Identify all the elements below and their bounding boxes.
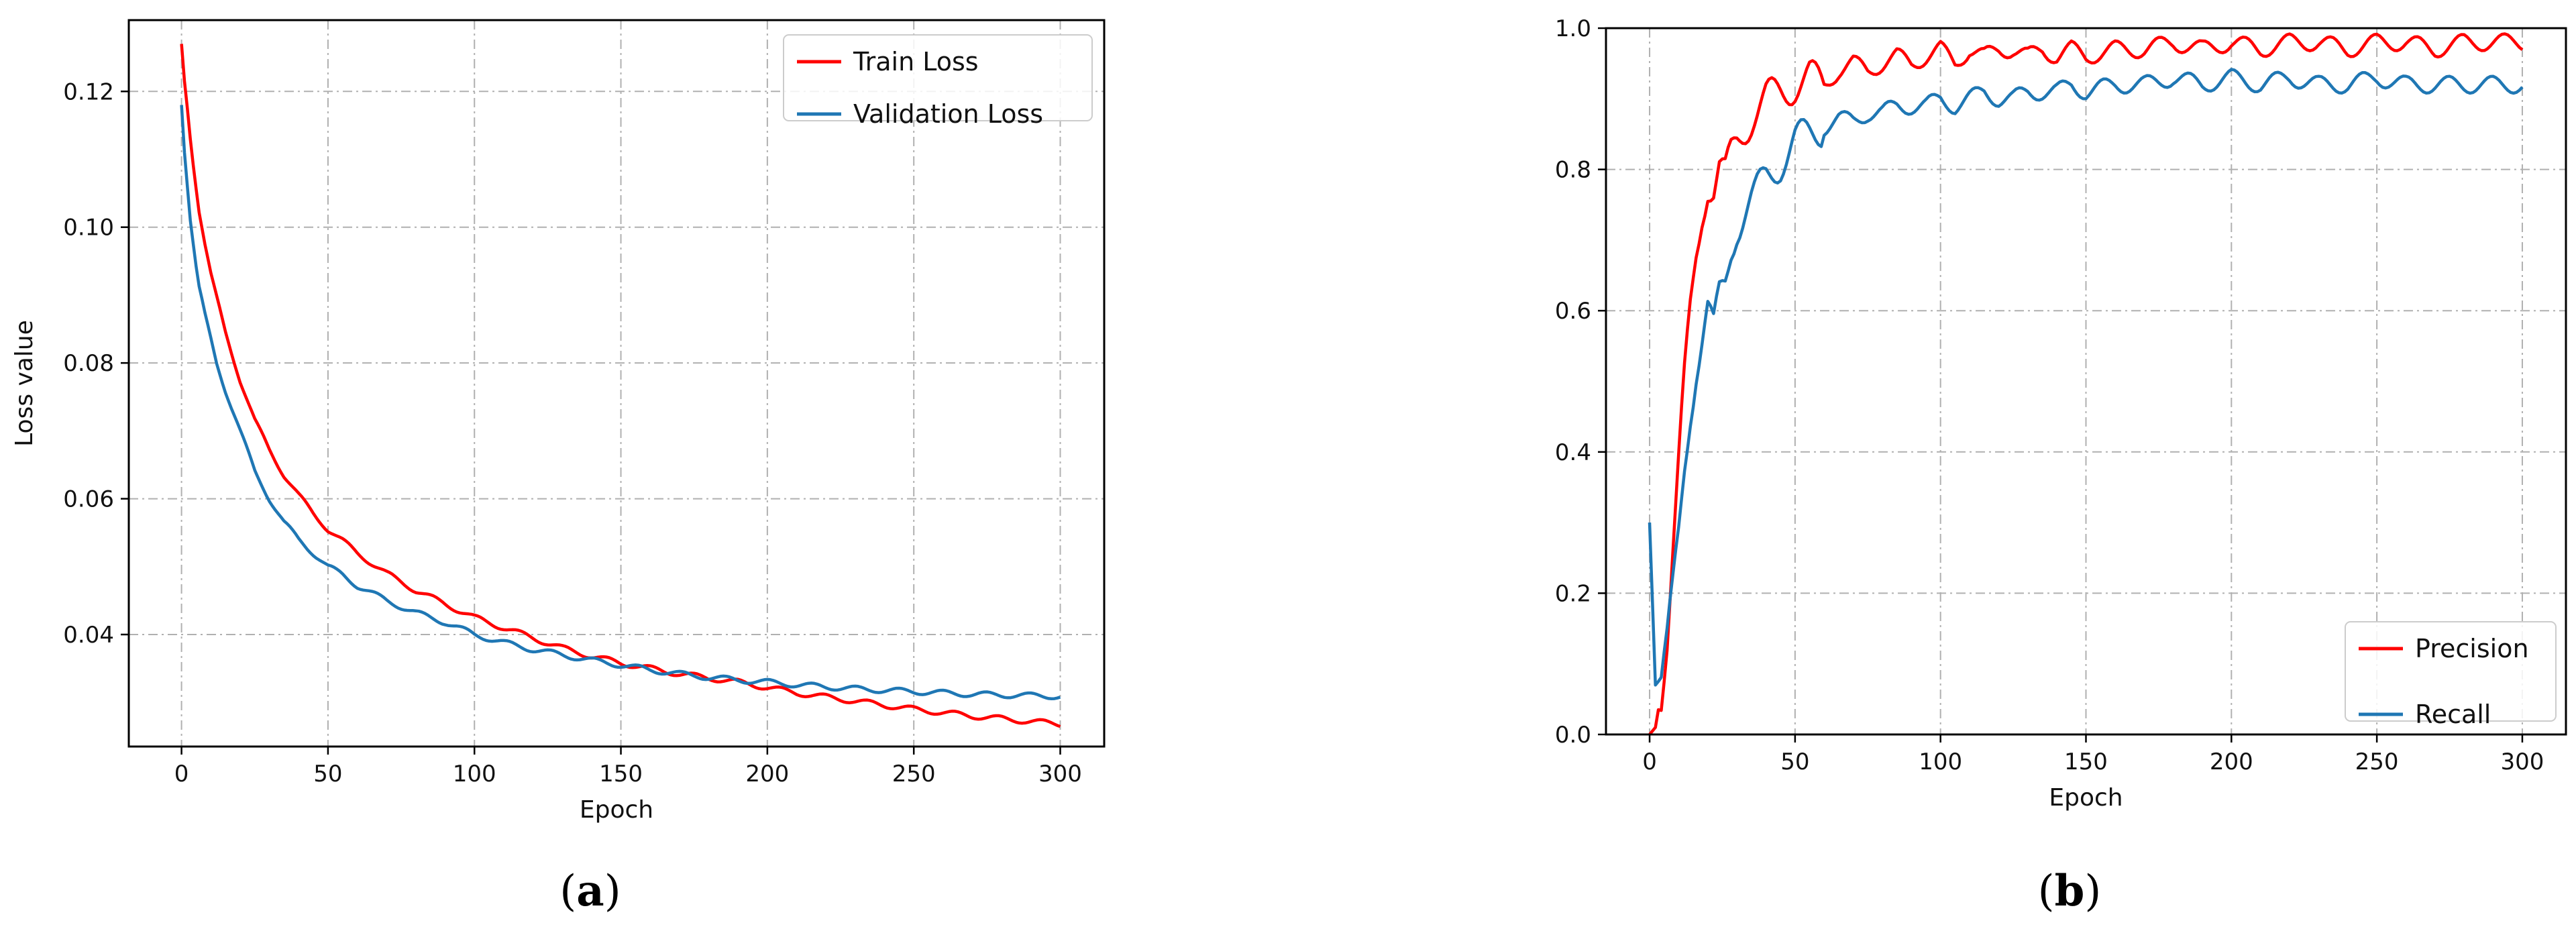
y-tick-label: 0.12 bbox=[63, 78, 114, 105]
precision-recall-chart-y-ticks: 0.0 0.2 0.4 0.6 0.8 1.0 bbox=[1555, 15, 1606, 749]
series-line-validation-loss bbox=[180, 105, 1061, 701]
precision-recall-chart: 0 50 100 150 200 250 300 0.0 0.2 0.4 0.6 0.8 1.0 Ep… bbox=[1555, 15, 2567, 916]
precision-recall-chart-x-label: Epoch bbox=[2049, 784, 2123, 812]
caption-a: (a) bbox=[559, 866, 621, 916]
y-tick-label: 0.04 bbox=[63, 622, 114, 649]
series-line-train-loss bbox=[180, 44, 1061, 728]
y-tick-label: 0.4 bbox=[1555, 439, 1591, 466]
y-tick-label: 0.2 bbox=[1555, 580, 1591, 607]
x-tick-label: 100 bbox=[453, 761, 496, 787]
x-tick-label: 300 bbox=[2501, 749, 2544, 775]
loss-chart-x-ticks: 0 50 100 150 200 250 300 bbox=[174, 747, 1082, 787]
x-tick-label: 0 bbox=[1642, 749, 1657, 775]
x-tick-label: 100 bbox=[1919, 749, 1962, 775]
caption-b: (b) bbox=[2038, 866, 2102, 916]
loss-chart-x-label: Epoch bbox=[580, 796, 653, 824]
x-tick-label: 0 bbox=[174, 761, 189, 787]
x-tick-label: 150 bbox=[599, 761, 643, 787]
y-tick-label: 0.10 bbox=[63, 215, 114, 241]
precision-recall-chart-legend: Precision Recall bbox=[2345, 621, 2557, 729]
series-line-precision bbox=[1648, 32, 2524, 736]
y-tick-label: 1.0 bbox=[1555, 15, 1591, 42]
legend-box bbox=[2345, 621, 2557, 722]
y-tick-label: 0.6 bbox=[1555, 298, 1591, 325]
loss-chart-legend: Train Loss Validation Loss bbox=[783, 34, 1093, 129]
x-tick-label: 150 bbox=[2064, 749, 2108, 775]
x-tick-label: 200 bbox=[745, 761, 789, 787]
y-tick-label: 0.06 bbox=[63, 486, 114, 513]
precision-recall-chart-series bbox=[1648, 32, 2524, 736]
loss-chart: 0 50 100 150 200 250 300 0.040.060.080.100.12 … bbox=[11, 19, 1106, 916]
loss-chart-series bbox=[180, 44, 1061, 728]
x-tick-label: 250 bbox=[2355, 749, 2399, 775]
series-line-recall bbox=[1648, 68, 2524, 687]
x-tick-label: 300 bbox=[1038, 761, 1082, 787]
loss-chart-y-label: Loss value bbox=[11, 320, 38, 447]
loss-chart-y-ticks: 0.04 0.06 0.08 0.10 0.12 bbox=[63, 78, 129, 649]
precision-recall-chart-x-ticks: 0 50 100 150 200 250 300 bbox=[1642, 734, 2544, 775]
legend-label: Recall bbox=[2415, 700, 2491, 729]
x-tick-label: 50 bbox=[313, 761, 342, 787]
legend-label: Validation Loss bbox=[853, 99, 1043, 129]
x-tick-label: 200 bbox=[2210, 749, 2253, 775]
y-tick-label: 0.0 bbox=[1555, 722, 1591, 749]
loss-chart-grid bbox=[129, 20, 1104, 747]
x-tick-label: 50 bbox=[1780, 749, 1809, 775]
y-tick-label: 0.08 bbox=[63, 350, 114, 377]
x-tick-label: 250 bbox=[892, 761, 936, 787]
legend-label: Train Loss bbox=[853, 47, 979, 76]
loss-chart-frame bbox=[127, 19, 1106, 748]
legend-label: Precision bbox=[2415, 634, 2529, 663]
y-tick-label: 0.8 bbox=[1555, 157, 1591, 184]
legend-box bbox=[783, 34, 1093, 121]
